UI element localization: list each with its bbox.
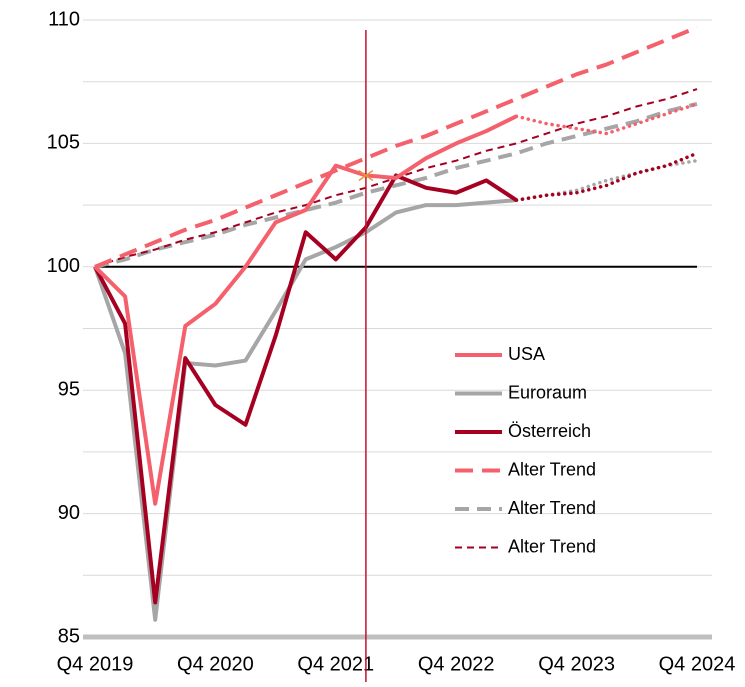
forecast-line	[514, 102, 699, 136]
cross-marker	[358, 169, 374, 182]
y-tick-label: 95	[58, 378, 80, 400]
series-line	[94, 25, 698, 269]
legend-label: Österreich	[508, 421, 591, 441]
series-line	[93, 114, 518, 506]
legend-label: Alter Trend	[508, 498, 596, 518]
y-tick-label: 90	[58, 502, 80, 524]
legend-label: USA	[508, 344, 545, 364]
x-tick-label: Q4 2021	[297, 653, 374, 675]
y-tick-label: 85	[58, 625, 80, 647]
series-line	[94, 101, 698, 269]
x-tick-label: Q4 2023	[538, 653, 615, 675]
y-tick-label: 100	[47, 255, 80, 277]
y-tick-label: 110	[48, 8, 80, 30]
series-line	[93, 198, 517, 622]
legend-label: Alter Trend	[508, 459, 596, 479]
y-tick-label: 105	[47, 132, 80, 154]
legend-label: Alter Trend	[508, 536, 596, 556]
legend-label: Euroraum	[508, 382, 587, 402]
x-tick-label: Q4 2019	[57, 653, 134, 675]
x-tick-label: Q4 2022	[418, 653, 495, 675]
series-line	[93, 173, 518, 605]
forecast-line	[514, 158, 699, 202]
forecast-line	[514, 151, 699, 202]
x-tick-label: Q4 2020	[177, 653, 254, 675]
x-tick-label: Q4 2024	[659, 653, 736, 675]
